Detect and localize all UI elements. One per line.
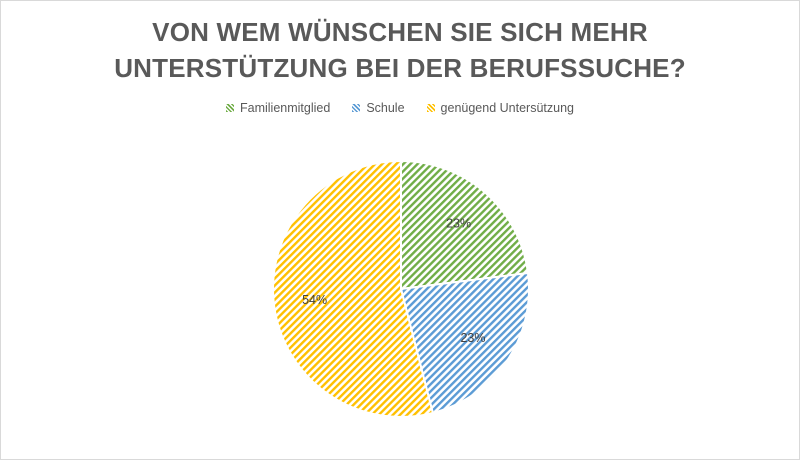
pie-slice-label-1: 23% [460,331,485,345]
chart-legend: Familienmitglied Schule genügend Untersü… [0,101,800,115]
pie-slice-1 [399,271,530,415]
legend-swatch-schule [352,104,361,112]
pie-labels: 23% 23% 54% [302,217,485,345]
pie-slice-2 [272,159,435,418]
legend-swatch-genuegend [426,104,435,112]
legend-item-genuegend: genügend Untersützung [426,101,574,115]
pie-slice-label-2: 54% [302,293,327,307]
pie-slices [272,159,530,418]
legend-label-genuegend: genügend Untersützung [440,101,574,115]
legend-label-schule: Schule [366,101,405,115]
legend-label-familienmitglied: Familienmitglied [240,101,331,115]
legend-item-familienmitglied: Familienmitglied [226,101,330,115]
pie-slice-label-0: 23% [446,217,471,231]
chart-title: VON WEM WÜNSCHEN SIE SICH MEHR UNTERSTÜT… [0,14,800,86]
legend-swatch-familienmitglied [226,104,234,112]
legend-item-schule: Schule [352,101,405,115]
chart-title-line-1: VON WEM WÜNSCHEN SIE SICH MEHR [152,17,648,47]
chart-title-line-2: UNTERSTÜTZUNG BEI DER BERUFSSUCHE? [114,53,686,83]
pie-slice-0 [400,159,530,291]
